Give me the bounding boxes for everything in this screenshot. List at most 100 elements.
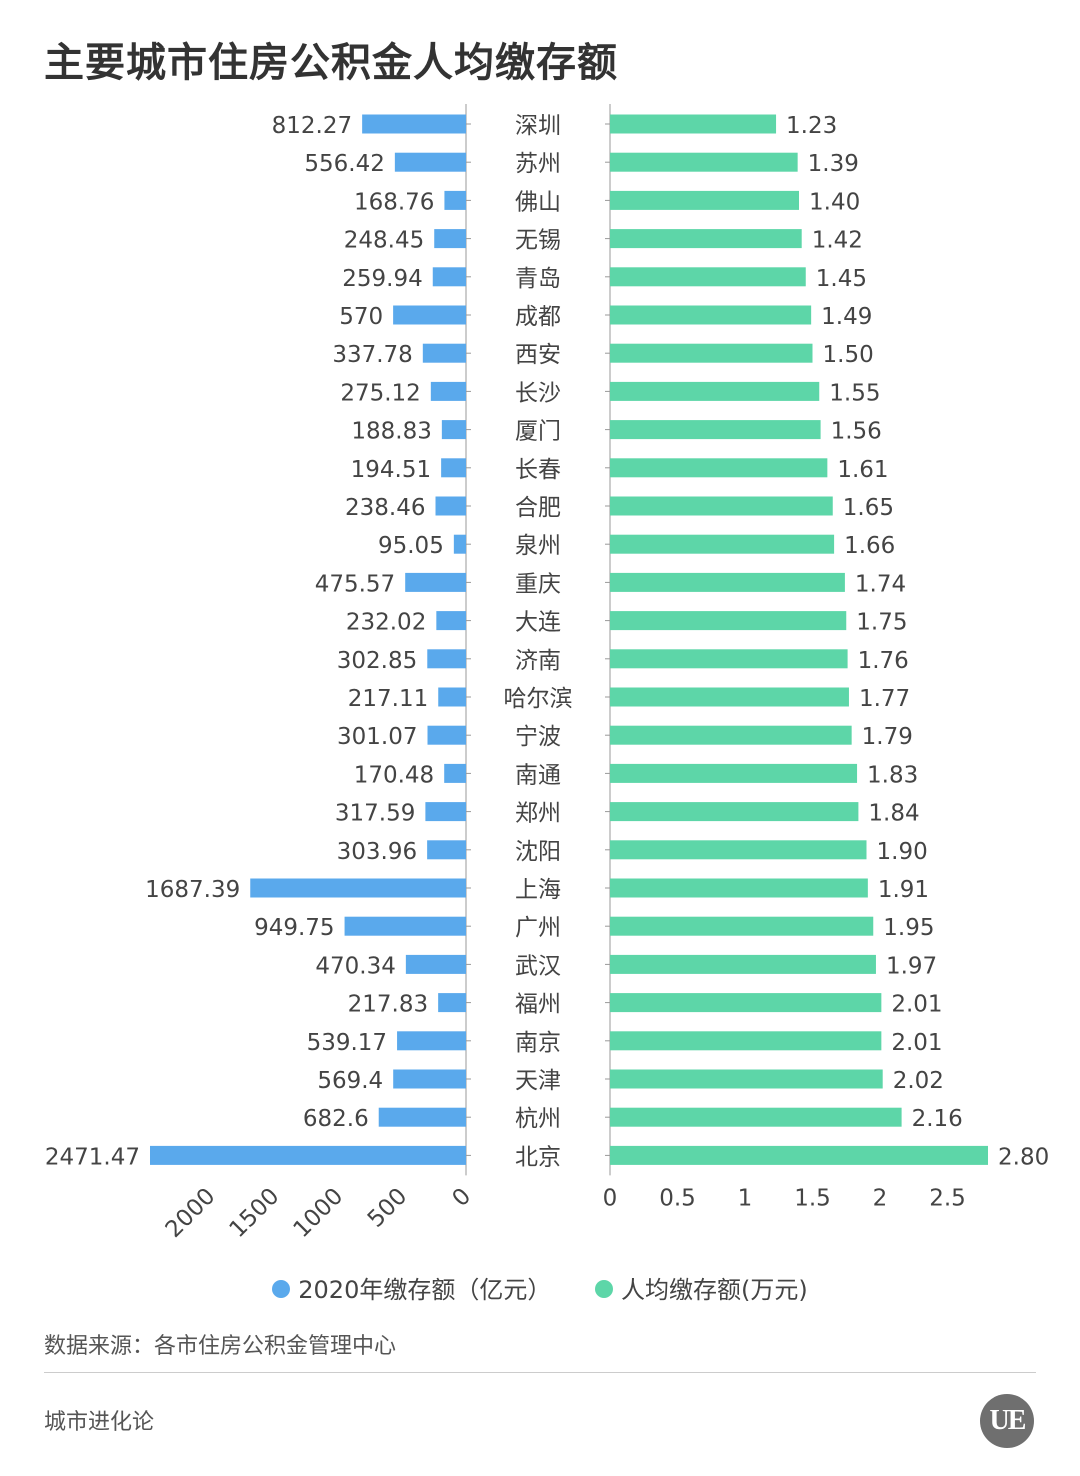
bar-deposit — [250, 878, 466, 898]
data-label-per-capita: 1.97 — [886, 953, 937, 979]
bar-per-capita — [610, 687, 849, 707]
data-label-deposit: 238.46 — [345, 495, 425, 521]
bar-deposit — [434, 229, 466, 249]
legend-label-per-capita: 人均缴存额(万元) — [620, 1276, 808, 1304]
category-label: 泉州 — [515, 533, 561, 559]
data-label-deposit: 248.45 — [344, 228, 424, 254]
category-label: 南京 — [515, 1030, 561, 1056]
category-label: 宁波 — [515, 724, 561, 750]
data-label-per-capita: 2.80 — [998, 1144, 1049, 1170]
bar-per-capita — [610, 1145, 988, 1165]
bar-per-capita — [610, 343, 813, 363]
bar-per-capita — [610, 114, 777, 134]
data-label-deposit: 2471.47 — [45, 1144, 140, 1170]
chart-title: 主要城市住房公积金人均缴存额 — [44, 40, 618, 86]
data-label-per-capita: 1.39 — [808, 151, 859, 177]
data-label-deposit: 217.83 — [348, 992, 428, 1018]
right-axis-tick-label: 2.5 — [929, 1185, 966, 1211]
category-label: 青岛 — [515, 266, 561, 292]
bar-per-capita — [610, 993, 882, 1013]
data-label-per-capita: 1.42 — [812, 228, 863, 254]
bar-deposit — [405, 572, 466, 592]
bar-deposit — [378, 1107, 466, 1127]
category-label: 广州 — [515, 915, 561, 941]
bar-deposit — [435, 496, 466, 516]
bar-deposit — [427, 649, 466, 669]
data-label-per-capita: 1.55 — [829, 380, 880, 406]
brand-name: 城市进化论 — [44, 1410, 155, 1435]
data-label-deposit: 682.6 — [303, 1106, 369, 1132]
data-label-deposit: 188.83 — [351, 419, 431, 445]
right-axis-tick-label: 0 — [603, 1185, 618, 1211]
data-label-per-capita: 1.61 — [837, 457, 888, 483]
bar-deposit — [441, 420, 466, 440]
data-label-deposit: 217.11 — [348, 686, 428, 712]
chart-legend: 2020年缴存额（亿元） 人均缴存额(万元) — [0, 1270, 1080, 1305]
data-label-per-capita: 2.16 — [912, 1106, 963, 1132]
category-label: 大连 — [515, 610, 561, 636]
legend-item-deposit: 2020年缴存额（亿元） — [272, 1270, 551, 1305]
bar-per-capita — [610, 458, 828, 478]
bar-per-capita — [610, 267, 806, 287]
bar-per-capita — [610, 229, 802, 249]
bar-per-capita — [610, 190, 799, 210]
bar-deposit — [150, 1145, 466, 1165]
data-label-per-capita: 1.79 — [862, 724, 913, 750]
data-label-per-capita: 2.02 — [893, 1068, 944, 1094]
category-label: 郑州 — [515, 801, 561, 827]
data-label-deposit: 539.17 — [307, 1030, 387, 1056]
bar-per-capita — [610, 1031, 882, 1051]
bar-per-capita — [610, 381, 820, 401]
data-label-deposit: 337.78 — [332, 342, 412, 368]
category-label: 天津 — [515, 1068, 561, 1094]
data-label-per-capita: 1.77 — [859, 686, 910, 712]
data-label-per-capita: 1.66 — [844, 533, 895, 559]
data-label-deposit: 95.05 — [378, 533, 444, 559]
data-label-per-capita: 1.75 — [856, 610, 907, 636]
bar-per-capita — [610, 496, 833, 516]
data-label-deposit: 302.85 — [337, 648, 417, 674]
category-label: 杭州 — [515, 1106, 561, 1132]
bar-per-capita — [610, 305, 812, 325]
data-label-deposit: 1687.39 — [145, 877, 240, 903]
bar-deposit — [397, 1031, 466, 1051]
bar-per-capita — [610, 954, 876, 974]
bar-per-capita — [610, 1069, 883, 1089]
bar-per-capita — [610, 1107, 902, 1127]
category-label: 南通 — [515, 762, 561, 788]
bar-deposit — [405, 954, 466, 974]
category-label: 苏州 — [515, 151, 561, 177]
data-label-per-capita: 1.23 — [786, 113, 837, 139]
bar-per-capita — [610, 649, 848, 669]
bar-per-capita — [610, 878, 868, 898]
brand-logo: UE — [980, 1394, 1034, 1448]
data-label-per-capita: 1.45 — [816, 266, 867, 292]
bar-deposit — [432, 267, 466, 287]
bar-deposit — [438, 687, 466, 707]
bar-per-capita — [610, 916, 874, 936]
bar-deposit — [427, 725, 466, 745]
category-label: 上海 — [515, 877, 561, 903]
bar-deposit — [344, 916, 466, 936]
data-label-per-capita: 1.65 — [843, 495, 894, 521]
left-axis-tick-label: 0 — [448, 1183, 477, 1212]
data-label-deposit: 949.75 — [254, 915, 334, 941]
data-label-per-capita: 1.91 — [878, 877, 929, 903]
data-label-deposit: 475.57 — [315, 571, 395, 597]
bar-per-capita — [610, 763, 858, 783]
data-label-per-capita: 1.90 — [877, 839, 928, 865]
data-label-deposit: 569.4 — [317, 1068, 383, 1094]
data-label-per-capita: 1.56 — [831, 419, 882, 445]
legend-marker-deposit — [272, 1280, 291, 1298]
category-label: 武汉 — [515, 953, 561, 979]
bar-per-capita — [610, 420, 821, 440]
data-label-per-capita: 1.83 — [867, 762, 918, 788]
category-label: 沈阳 — [515, 839, 561, 865]
bar-deposit — [453, 534, 466, 554]
bar-per-capita — [610, 534, 835, 554]
bar-deposit — [436, 611, 466, 631]
data-label-deposit: 275.12 — [340, 380, 420, 406]
category-label: 无锡 — [515, 228, 561, 254]
legend-item-per-capita: 人均缴存额(万元) — [594, 1270, 808, 1305]
data-label-deposit: 170.48 — [354, 762, 434, 788]
